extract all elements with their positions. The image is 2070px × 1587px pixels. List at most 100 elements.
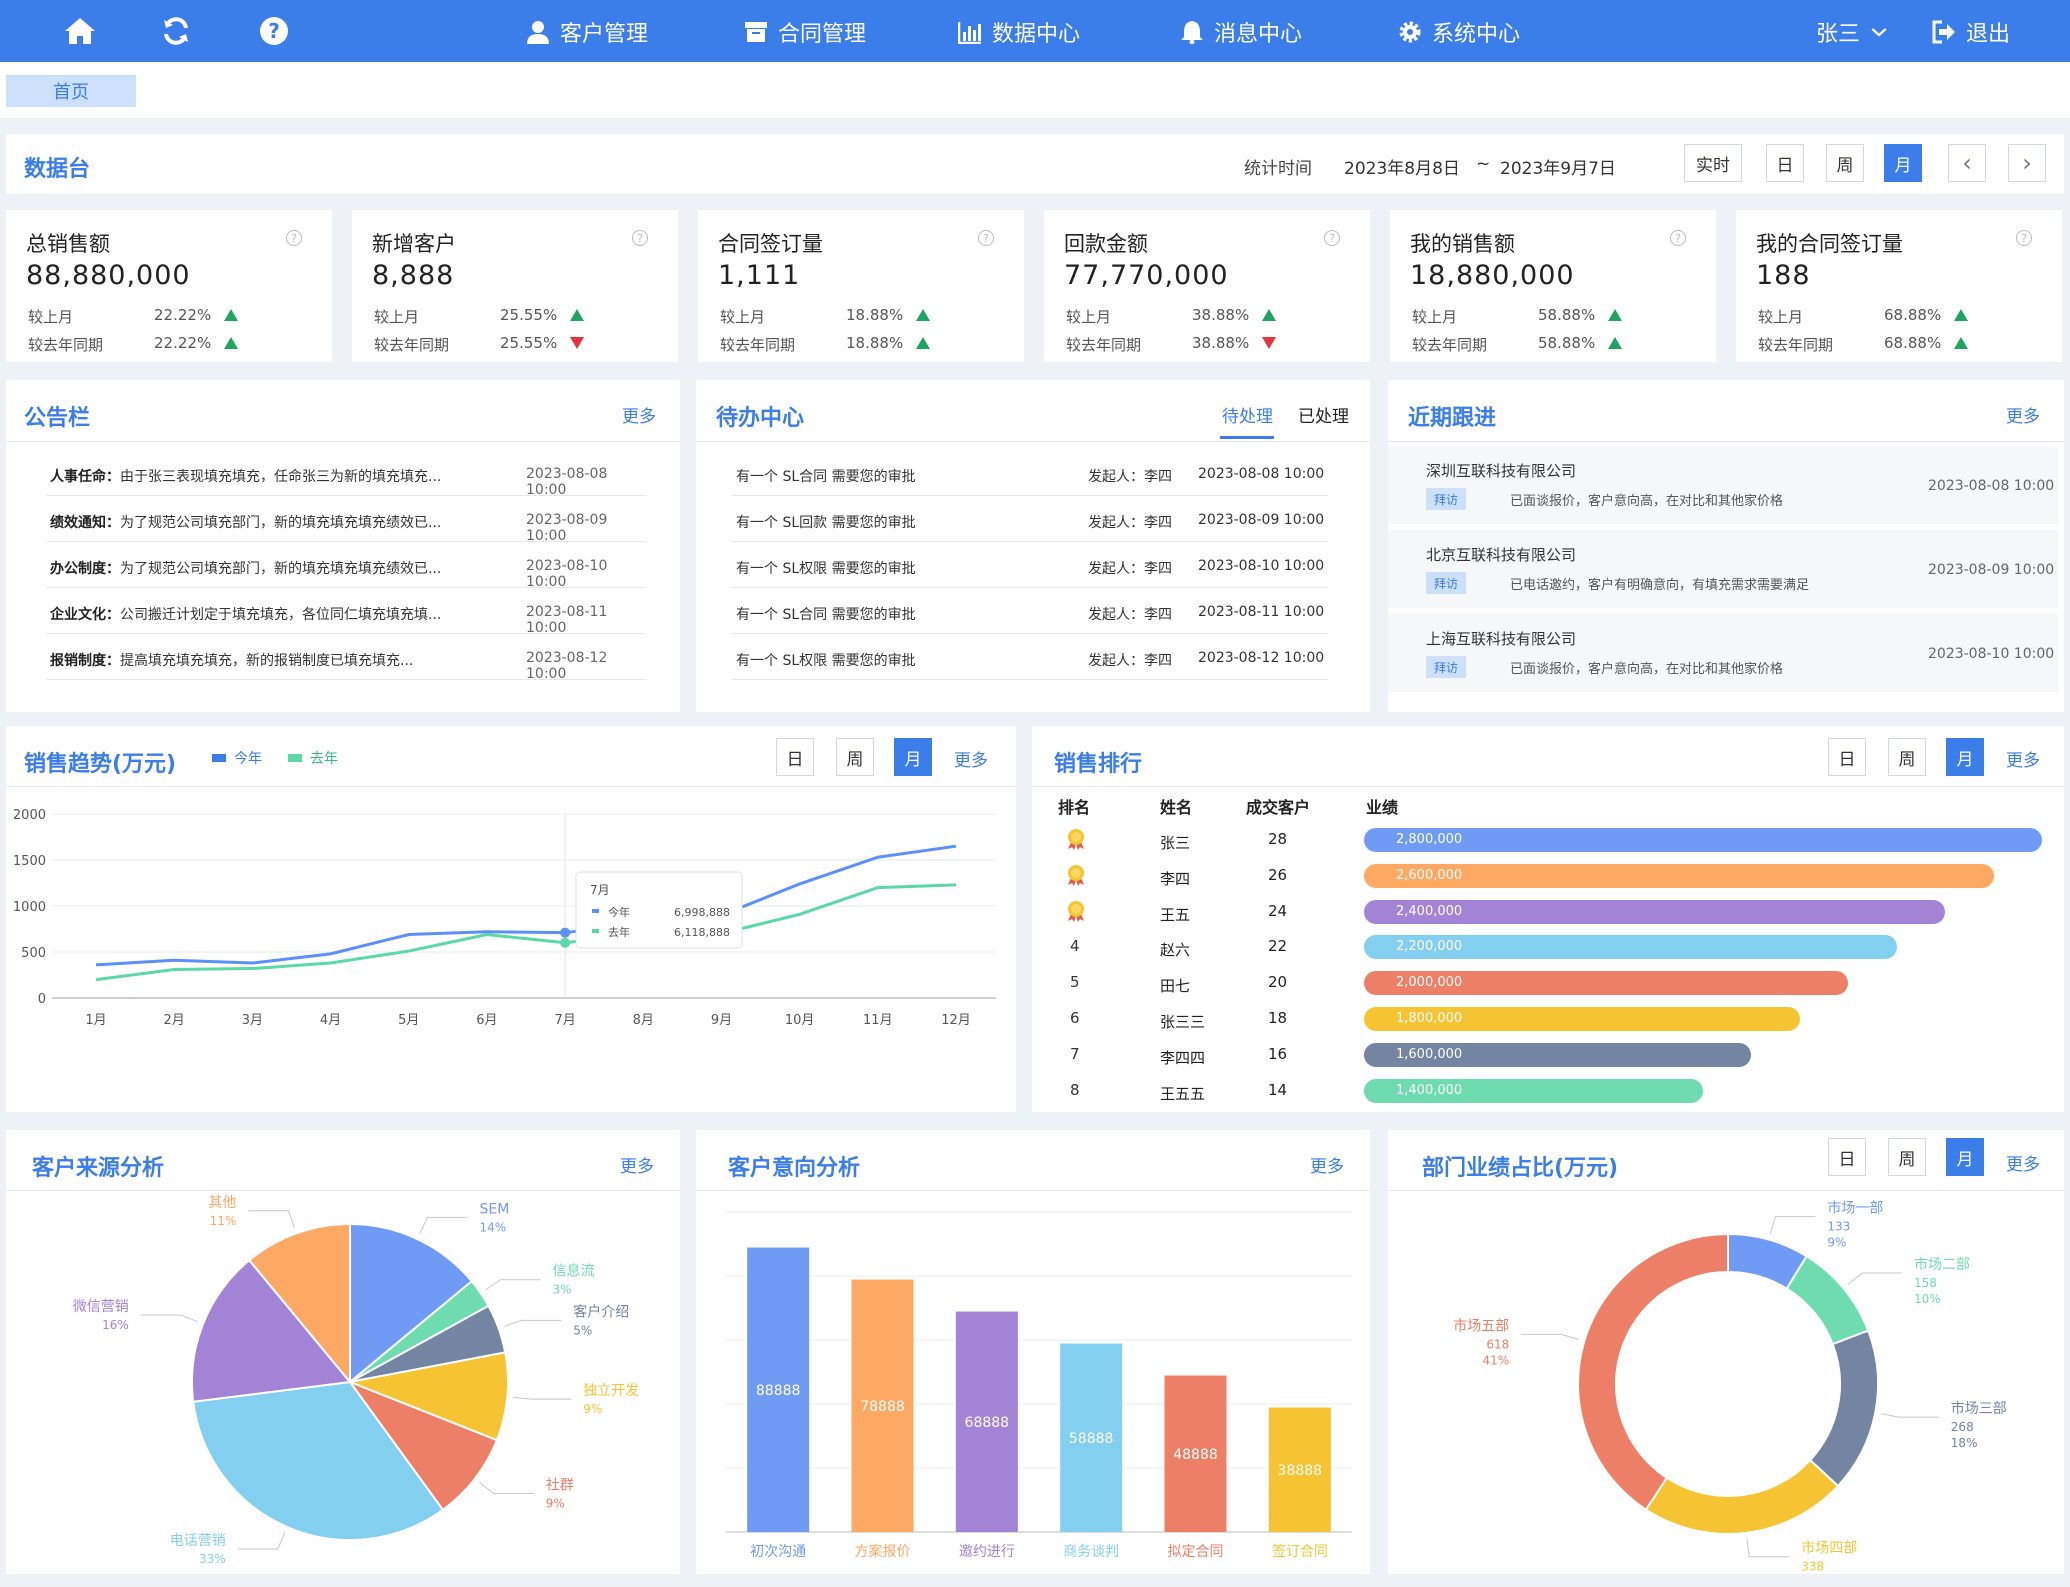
period-week-button[interactable]: 周 <box>1826 144 1864 182</box>
help-icon[interactable]: ? <box>1670 230 1686 246</box>
pie-slice[interactable] <box>1808 1329 1879 1488</box>
pie-slice[interactable] <box>192 1380 445 1541</box>
refresh-icon[interactable] <box>158 13 194 49</box>
intent-bar[interactable] <box>1268 1407 1331 1532</box>
todo-item[interactable]: 有一个 SL合同 需要您的审批 发起人：李四 2023-08-08 10:00 <box>732 450 1328 496</box>
nav-message-center[interactable]: 消息中心 <box>1180 15 1302 49</box>
intent-more-link[interactable]: 更多 <box>1310 1157 1344 1177</box>
todo-item[interactable]: 有一个 SL合同 需要您的审批 发起人：李四 2023-08-11 10:00 <box>732 588 1328 634</box>
todo-item[interactable]: 有一个 SL回款 需要您的审批 发起人：李四 2023-08-09 10:00 <box>732 496 1328 542</box>
stat-card: 我的合同签订量 188? 较上月 68.88% 较去年同期 68.88% <box>1736 210 2062 362</box>
help-icon[interactable]: ? <box>256 13 292 49</box>
dept-month-button[interactable]: 月 <box>1946 1138 1984 1176</box>
intent-bar[interactable] <box>1164 1375 1227 1532</box>
help-icon[interactable]: ? <box>1324 230 1340 246</box>
period-realtime-button[interactable]: 实时 <box>1684 144 1742 182</box>
notice-item[interactable]: 人事任命：由于张三表现填充填充，任命张三为新的填充填充... 2023-08-08… <box>46 450 646 498</box>
period-month-button[interactable]: 月 <box>1884 144 1922 182</box>
followup-item[interactable]: 深圳互联科技有限公司 拜访 已面谈报价，客户意向高，在对比和其他家价格 2023-08… <box>1388 446 2058 524</box>
todo-item[interactable]: 有一个 SL权限 需要您的审批 发起人：李四 2023-08-10 10:00 <box>732 542 1328 588</box>
pie-slice[interactable] <box>1785 1254 1870 1346</box>
date-end[interactable]: 2023年9月7日 <box>1500 159 1616 179</box>
ranking-more-link[interactable]: 更多 <box>2006 751 2040 771</box>
home-icon[interactable] <box>62 13 98 49</box>
bar-value-label: 88888 <box>756 1383 801 1399</box>
breadcrumb-home-tab[interactable]: 首页 <box>6 75 136 107</box>
dept-more-link[interactable]: 更多 <box>2006 1155 2040 1175</box>
nav-customer-management[interactable]: 客户管理 <box>526 15 648 49</box>
page-title: 数据台 <box>24 157 91 182</box>
slice-name-label: 信息流 <box>553 1263 595 1280</box>
stat-card: 回款金额 77,770,000? 较上月 38.88% 较去年同期 38.88% <box>1044 210 1370 362</box>
notice-item[interactable]: 企业文化：公司搬迁计划定于填充填充，各位同仁填充填充填... 2023-08-11… <box>46 588 646 636</box>
notice-more-link[interactable]: 更多 <box>622 407 656 427</box>
slice-name-label: 其他 <box>208 1195 236 1211</box>
bar-value-label: 48888 <box>1173 1447 1218 1463</box>
pie-slice[interactable] <box>349 1222 474 1385</box>
slice-percent-label: 11% <box>210 1214 237 1228</box>
bar-category-label: 邀约进行 <box>959 1544 1015 1560</box>
next-period-button[interactable]: › <box>2008 144 2046 182</box>
nav-data-center[interactable]: 数据中心 <box>958 15 1080 49</box>
user-menu[interactable]: 张三 <box>1816 15 1888 49</box>
dept-day-button[interactable]: 日 <box>1828 1138 1866 1176</box>
nav-system-center[interactable]: 系统中心 <box>1398 15 1520 49</box>
pie-slice[interactable] <box>347 1379 499 1512</box>
period-day-button[interactable]: 日 <box>1766 144 1804 182</box>
ranking-day-button[interactable]: 日 <box>1828 738 1866 776</box>
rank-name: 王五五 <box>1160 1084 1206 1103</box>
notice-item[interactable]: 报销制度：提高填充填充填充，新的报销制度已填充填充... 2023-08-12 1… <box>46 634 646 682</box>
intent-bar[interactable] <box>955 1311 1018 1532</box>
trend-day-button[interactable]: 日 <box>776 738 814 776</box>
bell-icon <box>1181 21 1203 44</box>
notice-tag: 办公制度： <box>50 561 120 577</box>
pie-slice[interactable] <box>191 1258 352 1403</box>
intent-bar[interactable] <box>747 1247 810 1532</box>
nav-contract-management[interactable]: 合同管理 <box>744 15 866 49</box>
ranking-week-button[interactable]: 周 <box>1888 738 1926 776</box>
intent-bar[interactable] <box>851 1279 914 1532</box>
pie-slice[interactable] <box>247 1222 351 1385</box>
date-start[interactable]: 2023年8月8日 <box>1344 159 1460 179</box>
rank-name: 李四四 <box>1160 1048 1206 1067</box>
followup-tag: 拜访 <box>1426 656 1466 678</box>
compare-label: 较去年同期 <box>374 336 450 354</box>
tab-pending[interactable]: 待处理 <box>1222 407 1273 427</box>
prev-period-button[interactable]: ‹ <box>1948 144 1986 182</box>
rank-name: 张三 <box>1160 834 1191 852</box>
tooltip-title: 7月 <box>590 883 610 897</box>
source-more-link[interactable]: 更多 <box>620 1157 654 1177</box>
nav-label: 合同管理 <box>778 22 867 47</box>
followup-item[interactable]: 上海互联科技有限公司 拜访 已面谈报价，客户意向高，在对比和其他家价格 2023-08… <box>1388 614 2058 692</box>
todo-center-card: 待办中心 待处理 已处理 有一个 SL合同 需要您的审批 发起人：李四 2023-0… <box>696 380 1370 712</box>
dept-week-button[interactable]: 周 <box>1888 1138 1926 1176</box>
help-icon[interactable]: ? <box>2016 230 2032 246</box>
trend-up-icon <box>224 337 238 349</box>
trend-week-button[interactable]: 周 <box>836 738 874 776</box>
notice-item[interactable]: 办公制度：为了规范公司填充部门，新的填充填充填充绩效已... 2023-08-10… <box>46 542 646 590</box>
data-point[interactable] <box>560 927 571 938</box>
bar-value-label: 68888 <box>965 1415 1010 1431</box>
pie-slice[interactable] <box>1644 1458 1840 1535</box>
notice-date: 2023-08-11 10:00 <box>526 604 608 636</box>
help-icon[interactable]: ? <box>632 230 648 246</box>
todo-text: 有一个 SL权限 需要您的审批 <box>736 561 916 577</box>
data-point[interactable] <box>560 937 571 948</box>
trend-month-button[interactable]: 月 <box>894 738 932 776</box>
y-tick-label: 1500 <box>13 854 46 869</box>
followup-more-link[interactable]: 更多 <box>2006 407 2040 427</box>
intent-bar[interactable] <box>1060 1343 1123 1532</box>
help-icon[interactable]: ? <box>978 230 994 246</box>
pie-slice[interactable] <box>1577 1232 1729 1511</box>
todo-initiator: 发起人：李四 <box>1088 515 1172 531</box>
notice-item[interactable]: 绩效通知：为了规范公司填充部门，新的填充填充填充绩效已... 2023-08-09… <box>46 496 646 544</box>
pie-slice[interactable] <box>346 1351 509 1442</box>
tab-processed[interactable]: 已处理 <box>1298 407 1349 427</box>
help-icon[interactable]: ? <box>286 230 302 246</box>
logout-label: 退出 <box>1966 22 2011 47</box>
followup-item[interactable]: 北京互联科技有限公司 拜访 已电话邀约，客户有明确意向，有填充需求需要满足 2023-… <box>1388 530 2058 608</box>
trend-more-link[interactable]: 更多 <box>954 751 988 771</box>
ranking-month-button[interactable]: 月 <box>1946 738 1984 776</box>
logout-button[interactable]: 退出 <box>1932 15 2010 49</box>
todo-item[interactable]: 有一个 SL权限 需要您的审批 发起人：李四 2023-08-12 10:00 <box>732 634 1328 680</box>
